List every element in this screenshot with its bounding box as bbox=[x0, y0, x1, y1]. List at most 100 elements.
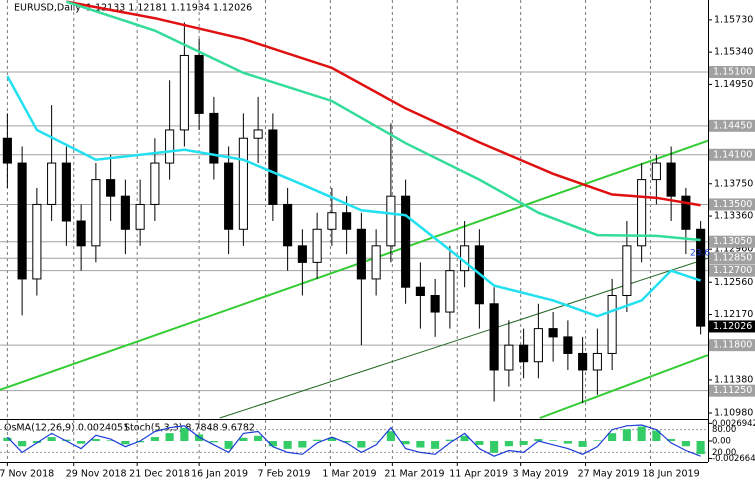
candle-body bbox=[401, 195, 411, 288]
last-price-label: 1.12026 bbox=[713, 321, 752, 332]
osma-bar bbox=[239, 437, 248, 441]
level-label: 1.12700 bbox=[713, 265, 752, 276]
level-label: 1.14100 bbox=[713, 149, 752, 160]
candle-body bbox=[47, 162, 57, 205]
osma-tick-label: 0.0026942 bbox=[712, 419, 755, 429]
candle-body bbox=[76, 220, 86, 247]
level-label-bg bbox=[709, 235, 755, 248]
osma-bar bbox=[91, 439, 100, 441]
price-tick-label: 1.11380 bbox=[714, 374, 753, 385]
osma-bar bbox=[652, 430, 661, 441]
symbol-title: EURUSD,Daily bbox=[14, 3, 81, 14]
candle-body bbox=[106, 179, 116, 197]
osma-bar bbox=[519, 441, 528, 445]
osma-bar bbox=[504, 441, 513, 447]
time-tick-label: 18 Jun 2019 bbox=[642, 469, 699, 480]
candle-body bbox=[445, 270, 455, 313]
candle-body bbox=[283, 203, 293, 247]
candle-body bbox=[312, 228, 322, 263]
osma-bar bbox=[136, 441, 145, 443]
time-tick-label: 7 Feb 2019 bbox=[258, 469, 311, 480]
candle-body bbox=[681, 195, 691, 230]
candle-body bbox=[342, 212, 352, 230]
candle-body bbox=[371, 245, 381, 280]
osma-bar bbox=[549, 440, 558, 441]
level-label: 1.11800 bbox=[713, 340, 752, 351]
trendline bbox=[539, 354, 709, 419]
candle-body bbox=[194, 54, 204, 114]
candle-body bbox=[253, 129, 263, 139]
level-label-bg bbox=[709, 264, 755, 277]
osma-bar bbox=[475, 441, 484, 445]
candle-body bbox=[533, 328, 543, 363]
time-tick-label: 1 Mar 2019 bbox=[322, 469, 376, 480]
candle-body bbox=[430, 294, 440, 313]
osma-bar bbox=[150, 437, 159, 441]
osma-bar bbox=[608, 433, 617, 441]
osma-bar bbox=[327, 437, 336, 441]
time-tick-label: 21 Dec 2018 bbox=[129, 469, 190, 480]
candle-body bbox=[238, 137, 248, 230]
osma-bar bbox=[667, 439, 676, 441]
last-price-bg bbox=[709, 320, 755, 333]
osma-bar bbox=[431, 441, 440, 449]
osma-bar bbox=[47, 437, 56, 441]
candle-body bbox=[592, 352, 602, 371]
osma-bar bbox=[283, 441, 292, 449]
osma-bar bbox=[386, 431, 395, 441]
stoch-line bbox=[6, 424, 701, 457]
candle-body bbox=[607, 294, 617, 354]
candle-body bbox=[356, 228, 366, 280]
level-label-bg bbox=[709, 198, 755, 211]
osma-bar bbox=[342, 441, 351, 443]
time-tick-label: 21 Mar 2019 bbox=[384, 469, 444, 480]
osma-label: OsMA(12,26,9) 0.0024051 bbox=[4, 423, 129, 434]
osma-bar bbox=[593, 440, 602, 441]
candle-body bbox=[209, 112, 219, 164]
candle-body bbox=[489, 303, 499, 371]
osma-bar bbox=[298, 441, 307, 448]
level-label-bg bbox=[709, 339, 755, 352]
osma-bar bbox=[357, 441, 366, 448]
osma-bar bbox=[77, 441, 86, 444]
time-tick-label: 27 May 2019 bbox=[578, 469, 640, 480]
osma-bar bbox=[534, 439, 543, 441]
candle-body bbox=[696, 228, 706, 327]
osma-bar bbox=[460, 435, 469, 441]
osma-bar bbox=[268, 441, 277, 447]
candle-body bbox=[179, 54, 189, 131]
osma-bar bbox=[32, 441, 41, 443]
level-label: 1.11250 bbox=[713, 385, 752, 396]
candle-body bbox=[17, 162, 27, 280]
price-tick-label: 1.12960 bbox=[714, 244, 753, 255]
price-tick-label: 1.15730 bbox=[714, 14, 753, 25]
osma-bar bbox=[209, 441, 218, 443]
stoch-tick-label: 20.00 bbox=[712, 448, 736, 458]
price-tick-label: 1.12560 bbox=[714, 277, 753, 288]
time-tick-label: 11 Apr 2019 bbox=[449, 469, 508, 480]
candle-body bbox=[327, 212, 337, 230]
osma-bar bbox=[637, 426, 646, 441]
osma-bar bbox=[563, 441, 572, 444]
osma-bar bbox=[3, 437, 12, 441]
level-label: 1.15100 bbox=[713, 67, 752, 78]
time-tick-label: 3 May 2019 bbox=[513, 469, 569, 480]
candle-body bbox=[386, 195, 396, 247]
level-label: 1.14450 bbox=[713, 120, 752, 131]
osma-bar bbox=[313, 439, 322, 441]
candle-body bbox=[297, 245, 307, 263]
osma-bar bbox=[121, 441, 130, 445]
moving-average bbox=[6, 75, 702, 318]
level-label: 1.13050 bbox=[713, 236, 752, 247]
price-tick-label: 1.13360 bbox=[714, 211, 753, 222]
osma-bar bbox=[578, 441, 587, 447]
candle-body bbox=[120, 195, 130, 230]
candle-body bbox=[548, 328, 558, 338]
candle-body bbox=[2, 137, 12, 164]
candle-body bbox=[651, 162, 661, 181]
candle-body bbox=[135, 203, 145, 230]
level-label-bg bbox=[709, 148, 755, 161]
level-label-bg bbox=[709, 384, 755, 397]
